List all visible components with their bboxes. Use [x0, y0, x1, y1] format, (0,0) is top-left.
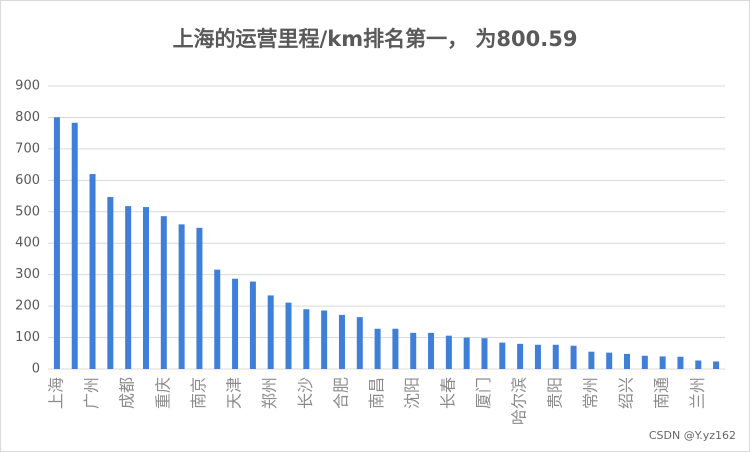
- bar: [641, 355, 648, 369]
- x-tick-label: 上海: [46, 377, 65, 409]
- x-tick-label: 合肥: [331, 377, 350, 409]
- x-tick-label: 重庆: [153, 377, 172, 409]
- bar: [267, 295, 274, 369]
- y-tick-label: 600: [15, 173, 40, 188]
- y-tick-label: 400: [15, 236, 40, 251]
- x-tick-label: 南通: [652, 377, 671, 409]
- bar: [695, 360, 702, 369]
- y-tick-label: 500: [15, 204, 40, 219]
- bar: [160, 216, 167, 369]
- bar: [534, 344, 541, 369]
- bar: [517, 343, 524, 369]
- bar: [232, 278, 239, 369]
- bar: [142, 207, 149, 369]
- bar: [445, 335, 452, 369]
- bar: [552, 344, 559, 369]
- bar: [481, 338, 488, 369]
- bar: [606, 352, 613, 369]
- x-tick-label: 绍兴: [617, 377, 636, 409]
- x-tick-label: 长沙: [296, 377, 315, 409]
- x-tick-label: 长春: [438, 377, 457, 409]
- bar: [249, 281, 256, 369]
- y-tick-label: 900: [15, 79, 40, 94]
- bar: [410, 332, 417, 369]
- x-tick-label: 厦门: [474, 377, 493, 409]
- x-tick-label: 常州: [581, 377, 600, 409]
- bar: [588, 351, 595, 369]
- x-tick-label: 南昌: [367, 377, 386, 409]
- bar: [285, 302, 292, 369]
- y-tick-label: 200: [15, 299, 40, 314]
- chart-title: 上海的运营里程/km排名第一， 为800.59: [173, 27, 578, 51]
- bar: [356, 317, 363, 369]
- watermark: CSDN @Y.yz162: [649, 429, 736, 442]
- y-tick-label: 800: [15, 110, 40, 125]
- bar: [677, 356, 684, 369]
- bar: [463, 337, 470, 369]
- bar: [125, 206, 132, 369]
- bar: [624, 353, 631, 369]
- y-tick-label: 300: [15, 267, 40, 282]
- bar: [499, 342, 506, 369]
- bar: [428, 332, 435, 369]
- bar: [196, 227, 203, 369]
- x-tick-label: 广州: [82, 377, 101, 409]
- bar: [178, 224, 185, 369]
- y-tick-label: 100: [15, 330, 40, 345]
- y-tick-label: 700: [15, 141, 40, 156]
- bar: [89, 174, 96, 369]
- bar: [214, 269, 221, 369]
- y-tick-label: 0: [32, 362, 40, 377]
- x-tick-label: 兰州: [688, 377, 707, 409]
- x-tick-label: 天津: [225, 377, 244, 409]
- bar: [338, 314, 345, 369]
- x-tick-label: 沈阳: [403, 377, 422, 409]
- bar: [713, 361, 720, 369]
- bar: [321, 310, 328, 369]
- bar: [659, 356, 666, 369]
- x-tick-label: 南京: [189, 377, 208, 409]
- x-tick-label: 哈尔滨: [510, 377, 529, 425]
- x-tick-label: 郑州: [260, 377, 279, 409]
- x-tick-label: 成都: [118, 377, 137, 409]
- bar: [570, 345, 577, 369]
- bar: [71, 122, 78, 369]
- bar: [374, 328, 381, 369]
- bar: [303, 309, 310, 369]
- bar: [107, 196, 114, 369]
- bar: [392, 328, 399, 369]
- bar: [53, 117, 60, 370]
- x-tick-label: 贵阳: [545, 377, 564, 409]
